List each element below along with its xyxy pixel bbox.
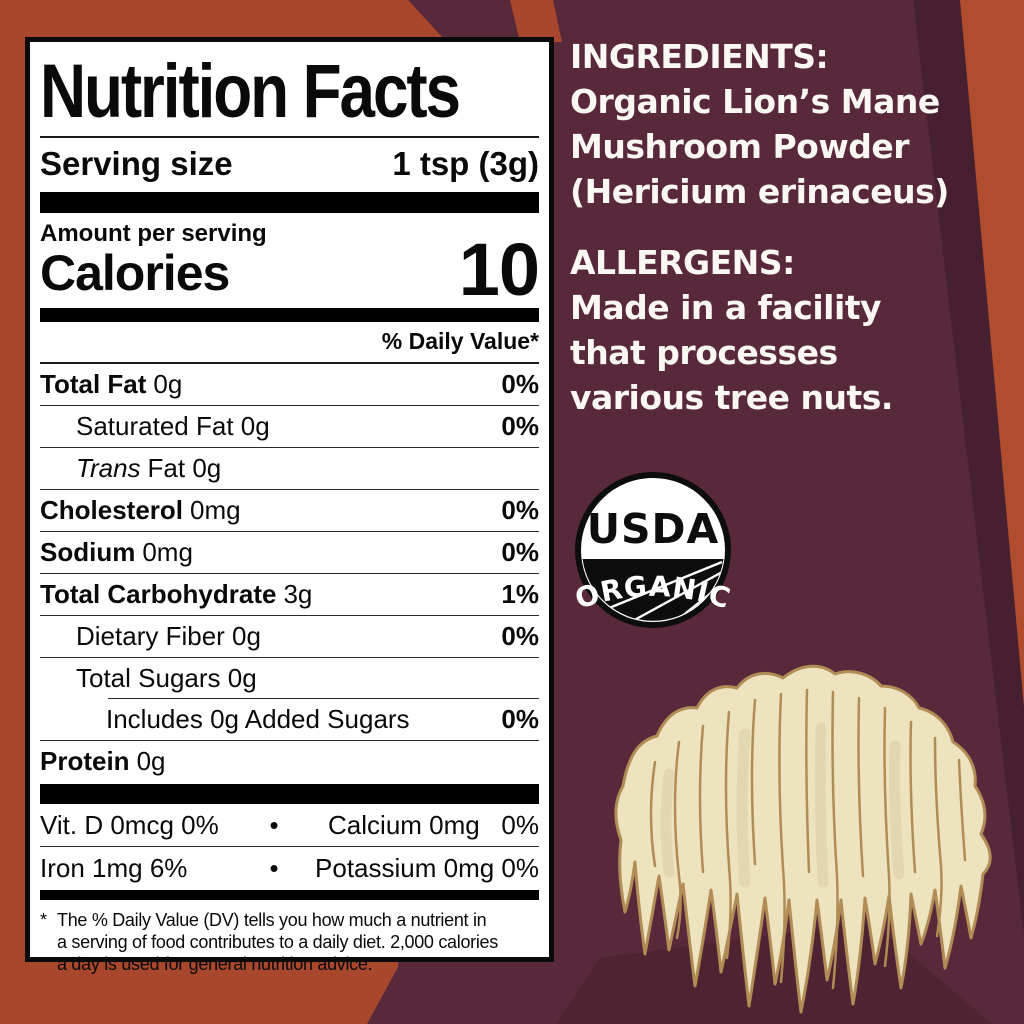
- nutrient-row: Saturated Fat 0g 0%: [40, 406, 539, 448]
- micronutrient-left: Iron 1mg 6%: [40, 852, 188, 883]
- nutrient-daily-value: 0%: [501, 704, 539, 734]
- ingredients-lines: Organic Lion’s Mane Mushroom Powder (Heric…: [570, 79, 1020, 214]
- bullet-separator: •: [269, 809, 279, 840]
- nutrient-rows: Total Fat 0g 0% Saturated Fat 0g 0% Trans…: [40, 364, 539, 782]
- calories-row: Amount per serving Calories 10: [40, 213, 540, 311]
- allergens-lines: Made in a facility that processes various …: [570, 285, 1020, 420]
- nutrient-row: Includes 0g Added Sugars 0%: [40, 699, 539, 741]
- medium-divider: [40, 308, 539, 322]
- thick-divider: [40, 784, 539, 804]
- footnote-text: The % Daily Value (DV) tells you how muc…: [57, 909, 498, 975]
- nutrient-daily-value: 0%: [501, 411, 539, 441]
- nutrient-row: Dietary Fiber 0g 0%: [40, 616, 539, 658]
- text-line: Organic Lion’s Mane: [570, 82, 940, 121]
- serving-size-value: 1 tsp (3g): [392, 145, 539, 182]
- micronutrient-right: Potassium 0mg 0%: [315, 852, 539, 883]
- allergens-heading: ALLERGENS:: [570, 243, 795, 282]
- calories-value: 10: [458, 228, 540, 311]
- bullet-separator: •: [269, 852, 279, 883]
- nutrition-facts-panel: Nutrition Facts Serving size 1 tsp (3g) …: [25, 37, 554, 974]
- text-line: a serving of food contributes to a daily…: [57, 932, 498, 952]
- daily-value-header: % Daily Value*: [381, 328, 539, 354]
- nutrient-row: Trans Fat 0g: [40, 448, 539, 490]
- ingredients-block: INGREDIENTS: Organic Lion’s Mane Mushroom…: [570, 34, 1020, 214]
- nutrient-daily-value: 1%: [501, 579, 539, 609]
- nutrient-name: Dietary Fiber 0g: [76, 621, 261, 651]
- nutrient-name: Trans Fat 0g: [76, 453, 222, 483]
- nutrient-daily-value: 0%: [501, 369, 539, 399]
- nutrient-name: Cholesterol 0mg: [40, 495, 241, 525]
- nutrient-name: Sodium 0mg: [40, 537, 193, 567]
- nutrition-facts-title: Nutrition Facts: [40, 49, 461, 134]
- text-line: that processes: [570, 333, 838, 372]
- amount-per-serving-label: Amount per serving: [40, 220, 267, 247]
- usda-organic-seal: USDA ORGANIC: [572, 472, 734, 628]
- text-line: Mushroom Powder: [570, 127, 910, 166]
- text-line: a day is used for general nutrition advi…: [57, 954, 373, 974]
- nutrient-row: Total Fat 0g 0%: [40, 364, 539, 406]
- footnote-asterisk: *: [40, 910, 47, 930]
- nutrient-daily-value: 0%: [501, 495, 539, 525]
- nutrient-name: Total Sugars 0g: [76, 663, 257, 693]
- micronutrient-row: Iron 1mg 6% • Potassium 0mg 0%: [40, 847, 539, 889]
- nutrient-daily-value: 0%: [501, 621, 539, 651]
- micronutrient-left: Vit. D 0mcg 0%: [40, 809, 219, 840]
- calories-label: Calories: [40, 245, 230, 301]
- ingredients-allergens-text: INGREDIENTS: Organic Lion’s Mane Mushroom…: [570, 34, 1020, 420]
- text-line: Made in a facility: [570, 288, 882, 327]
- thin-thick-divider: [40, 890, 539, 900]
- seal-usda-text: USDA: [587, 505, 720, 553]
- nutrient-daily-value: 0%: [501, 537, 539, 567]
- daily-value-footnote: * The % Daily Value (DV) tells you how m…: [40, 900, 539, 975]
- nutrient-name: Protein 0g: [40, 746, 166, 776]
- nutrient-row: Sodium 0mg 0%: [40, 532, 539, 574]
- divider: [40, 362, 539, 364]
- serving-size-label: Serving size: [40, 145, 233, 182]
- nutrient-row: Total Sugars 0g: [40, 658, 539, 699]
- nutrient-row: Protein 0g: [40, 741, 539, 782]
- allergens-block: ALLERGENS: Made in a facility that proces…: [570, 240, 1020, 420]
- text-line: (Hericium erinaceus): [570, 172, 949, 211]
- serving-size-row: Serving size 1 tsp (3g): [40, 138, 539, 190]
- nutrient-row: Cholesterol 0mg 0%: [40, 490, 539, 532]
- micronutrient-row: Vit. D 0mcg 0% • Calcium 0mg 0%: [40, 804, 539, 847]
- micronutrient-rows: Vit. D 0mcg 0% • Calcium 0mg 0% Iron 1mg…: [40, 804, 539, 889]
- micronutrient-right: Calcium 0mg 0%: [328, 809, 539, 840]
- thick-divider: [40, 192, 539, 213]
- nutrient-name: Saturated Fat 0g: [76, 411, 270, 441]
- ingredients-heading: INGREDIENTS:: [570, 37, 829, 76]
- text-line: The % Daily Value (DV) tells you how muc…: [57, 910, 487, 930]
- text-line: various tree nuts.: [570, 378, 893, 417]
- lions-mane-mushroom-illustration: [614, 664, 992, 1014]
- divider: [40, 136, 539, 138]
- nutrient-name: Includes 0g Added Sugars: [106, 704, 410, 734]
- nutrient-name: Total Fat 0g: [40, 369, 183, 399]
- nutrient-name: Total Carbohydrate 3g: [40, 579, 313, 609]
- nutrient-row: Total Carbohydrate 3g 1%: [40, 574, 539, 616]
